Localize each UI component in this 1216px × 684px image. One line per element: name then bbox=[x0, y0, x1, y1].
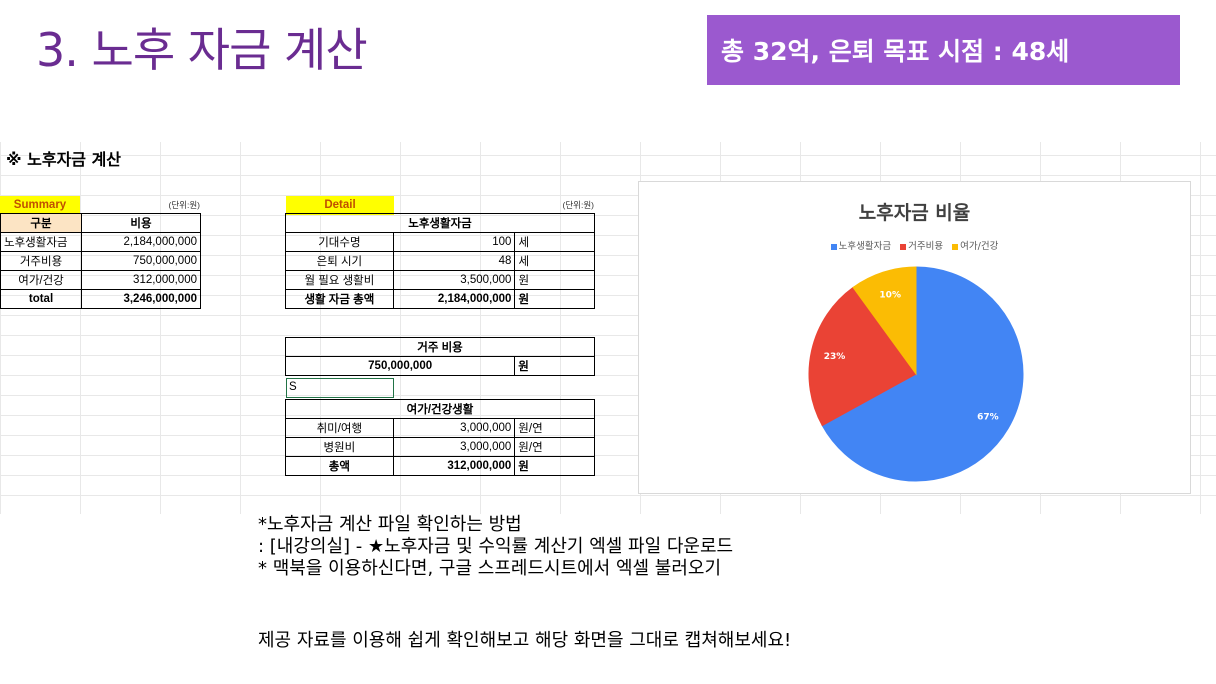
housing-cost-table: 거주 비용 750,000,000 원 bbox=[284, 337, 595, 376]
detail-cell-unit[interactable]: 원 bbox=[514, 289, 595, 309]
table-row: 생활 자금 총액 2,184,000,000 원 bbox=[285, 289, 595, 309]
table-row: 취미/여행 3,000,000 원/연 bbox=[285, 418, 595, 438]
legend-item: 노후생활자금 bbox=[830, 241, 892, 252]
detail-cell-unit[interactable]: 세 bbox=[514, 232, 595, 252]
legend-item: 여가/건강 bbox=[952, 241, 998, 252]
detail-cell-name[interactable]: 병원비 bbox=[285, 437, 394, 457]
summary-header-category: 구분 bbox=[0, 213, 82, 233]
legend-label: 거주비용 bbox=[908, 241, 944, 252]
summary-table: 구분 비용 노후생활자금 2,184,000,000 거주비용 750,000,… bbox=[0, 213, 201, 309]
detail-cell-name[interactable]: 생활 자금 총액 bbox=[285, 289, 394, 309]
detail-cell-name[interactable]: 은퇴 시기 bbox=[285, 251, 394, 271]
housing-header: 거주 비용 bbox=[285, 337, 595, 357]
detail-unit: (단위:원) bbox=[562, 200, 594, 210]
summary-cell-name[interactable]: 거주비용 bbox=[0, 251, 82, 271]
legend-swatch bbox=[952, 243, 959, 250]
detail-cell-value[interactable]: 312,000,000 bbox=[392, 456, 516, 476]
summary-unit: (단위:원) bbox=[168, 200, 200, 210]
table-row: 여가/건강 312,000,000 bbox=[0, 270, 201, 290]
summary-cell-name[interactable]: total bbox=[0, 289, 82, 309]
detail-cell-value[interactable]: 3,000,000 bbox=[392, 418, 516, 438]
pie-data-label: 23% bbox=[824, 352, 846, 362]
detail-cell-name[interactable]: 월 필요 생활비 bbox=[285, 270, 394, 290]
summary-cell-name[interactable]: 노후생활자금 bbox=[0, 232, 82, 252]
pie-data-label: 67% bbox=[977, 412, 999, 422]
summary-cell-value[interactable]: 750,000,000 bbox=[81, 251, 201, 271]
table-row: total 3,246,000,000 bbox=[0, 289, 201, 309]
chart-legend: 노후생활자금 거주비용 여가/건강 bbox=[639, 238, 1190, 252]
summary-header-cost: 비용 bbox=[81, 213, 201, 233]
pie-chart[interactable]: 노후자금 비율 노후생활자금 거주비용 여가/건강 67% 23% 10% bbox=[638, 181, 1191, 494]
table-row: 거주비용 750,000,000 bbox=[0, 251, 201, 271]
summary-cell-value[interactable]: 3,246,000,000 bbox=[81, 289, 201, 309]
note-line: : [내강의실] - ★노후자금 및 수익률 계산기 엑셀 파일 다운로드 bbox=[258, 536, 734, 557]
pie-svg: 67% 23% 10% bbox=[808, 266, 1024, 482]
goal-badge: 총 32억, 은퇴 목표 시점 : 48세 bbox=[707, 15, 1180, 85]
table-row: 병원비 3,000,000 원/연 bbox=[285, 437, 595, 457]
detail-cell-unit[interactable]: 원/연 bbox=[514, 437, 595, 457]
detail-label: Detail bbox=[286, 196, 394, 215]
chart-title: 노후자금 비율 bbox=[858, 202, 971, 224]
table-row: 총액 312,000,000 원 bbox=[285, 456, 595, 476]
pie-slice-여가/건강[interactable] bbox=[852, 266, 917, 376]
housing-value[interactable]: 750,000,000 bbox=[284, 356, 516, 376]
pie-slice-거주비용[interactable] bbox=[808, 286, 917, 427]
instructions: *노후자금 계산 파일 확인하는 방법 : [내강의실] - ★노후자금 및 수… bbox=[258, 514, 733, 580]
living-fund-header: 노후생활자금 bbox=[285, 213, 595, 233]
detail-cell-unit[interactable]: 원 bbox=[514, 270, 595, 290]
pie-slice-노후생활자금[interactable] bbox=[821, 266, 1024, 482]
table-row: 은퇴 시기 48 세 bbox=[285, 251, 595, 271]
active-cell-input[interactable]: S bbox=[286, 378, 394, 398]
detail-cell-unit[interactable]: 원/연 bbox=[514, 418, 595, 438]
legend-label: 노후생활자금 bbox=[838, 241, 892, 252]
closing-instruction: 제공 자료를 이용해 쉽게 확인해보고 해당 화면을 그대로 캡쳐해보세요! bbox=[258, 630, 792, 651]
leisure-header: 여가/건강생활 bbox=[285, 399, 595, 419]
legend-item: 거주비용 bbox=[900, 241, 943, 252]
legend-swatch bbox=[900, 243, 907, 250]
table-row: 기대수명 100 세 bbox=[285, 232, 595, 252]
table-row: 노후생활자금 2,184,000,000 bbox=[0, 232, 201, 252]
pie-data-label: 10% bbox=[879, 291, 901, 301]
detail-cell-unit[interactable]: 원 bbox=[514, 456, 595, 476]
summary-cell-value[interactable]: 2,184,000,000 bbox=[81, 232, 201, 252]
summary-cell-name[interactable]: 여가/건강 bbox=[0, 270, 82, 290]
summary-cell-value[interactable]: 312,000,000 bbox=[81, 270, 201, 290]
living-fund-table: 노후생활자금 기대수명 100 세 은퇴 시기 48 세 월 필요 생활비 3,… bbox=[285, 213, 595, 309]
detail-cell-name[interactable]: 취미/여행 bbox=[285, 418, 394, 438]
table-row: 월 필요 생활비 3,500,000 원 bbox=[285, 270, 595, 290]
detail-cell-name[interactable]: 기대수명 bbox=[285, 232, 394, 252]
detail-cell-name[interactable]: 총액 bbox=[285, 456, 394, 476]
detail-cell-value[interactable]: 3,500,000 bbox=[392, 270, 516, 290]
housing-unit[interactable]: 원 bbox=[514, 356, 595, 376]
legend-label: 여가/건강 bbox=[960, 241, 999, 252]
detail-cell-value[interactable]: 3,000,000 bbox=[392, 437, 516, 457]
legend-swatch bbox=[830, 243, 837, 250]
sheet-title: ※ 노후자금 계산 bbox=[6, 150, 122, 169]
slide-title: 3. 노후 자금 계산 bbox=[36, 23, 368, 77]
summary-label: Summary bbox=[0, 196, 80, 215]
table-row: 750,000,000 원 bbox=[284, 356, 595, 376]
leisure-health-table: 여가/건강생활 취미/여행 3,000,000 원/연 병원비 3,000,00… bbox=[285, 399, 595, 476]
detail-cell-value[interactable]: 2,184,000,000 bbox=[392, 289, 516, 309]
note-line: *노후자금 계산 파일 확인하는 방법 bbox=[258, 514, 522, 535]
detail-cell-value[interactable]: 48 bbox=[392, 251, 516, 271]
detail-cell-unit[interactable]: 세 bbox=[514, 251, 595, 271]
detail-cell-value[interactable]: 100 bbox=[392, 232, 516, 252]
note-line: * 맥북을 이용하신다면, 구글 스프레드시트에서 엑셀 불러오기 bbox=[258, 558, 722, 579]
